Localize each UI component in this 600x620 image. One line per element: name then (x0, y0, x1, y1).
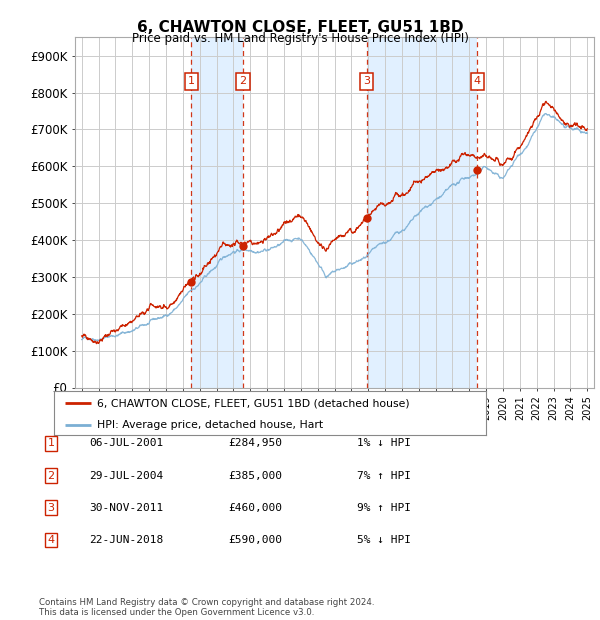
Bar (191, 37, 243, 387)
Text: 22-JUN-2018: 22-JUN-2018 (89, 535, 163, 545)
Text: £385,000: £385,000 (228, 471, 282, 480)
Bar (367, 37, 477, 387)
Text: 2: 2 (239, 76, 247, 86)
Text: Price paid vs. HM Land Registry's House Price Index (HPI): Price paid vs. HM Land Registry's House … (131, 32, 469, 45)
Bar (367, 37, 477, 387)
Text: 9% ↑ HPI: 9% ↑ HPI (357, 503, 411, 513)
Text: 30-NOV-2011: 30-NOV-2011 (89, 503, 163, 513)
Text: 3: 3 (363, 76, 370, 86)
Text: 6, CHAWTON CLOSE, FLEET, GU51 1BD (detached house): 6, CHAWTON CLOSE, FLEET, GU51 1BD (detac… (97, 398, 410, 408)
Text: 5% ↓ HPI: 5% ↓ HPI (357, 535, 411, 545)
Text: £460,000: £460,000 (228, 503, 282, 513)
Text: HPI: Average price, detached house, Hart: HPI: Average price, detached house, Hart (97, 420, 323, 430)
Text: 4: 4 (473, 76, 481, 86)
Text: Contains HM Land Registry data © Crown copyright and database right 2024.: Contains HM Land Registry data © Crown c… (39, 598, 374, 607)
Text: 29-JUL-2004: 29-JUL-2004 (89, 471, 163, 480)
Bar (191, 37, 243, 387)
Text: £590,000: £590,000 (228, 535, 282, 545)
Text: 7% ↑ HPI: 7% ↑ HPI (357, 471, 411, 480)
Text: 06-JUL-2001: 06-JUL-2001 (89, 438, 163, 448)
Text: 1: 1 (188, 76, 195, 86)
Text: 4: 4 (47, 535, 55, 545)
Text: 2: 2 (47, 471, 55, 480)
Text: £284,950: £284,950 (228, 438, 282, 448)
Text: This data is licensed under the Open Government Licence v3.0.: This data is licensed under the Open Gov… (39, 608, 314, 617)
Text: 6, CHAWTON CLOSE, FLEET, GU51 1BD: 6, CHAWTON CLOSE, FLEET, GU51 1BD (137, 20, 463, 35)
Text: 1% ↓ HPI: 1% ↓ HPI (357, 438, 411, 448)
Text: 3: 3 (47, 503, 55, 513)
Text: 1: 1 (47, 438, 55, 448)
